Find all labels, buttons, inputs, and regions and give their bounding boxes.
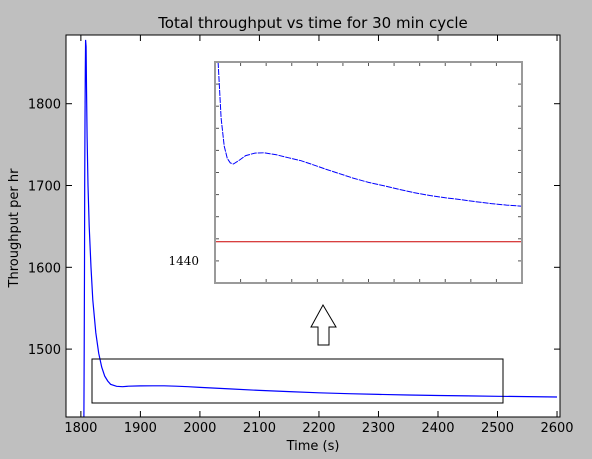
y-tick-label: 1800: [28, 98, 61, 113]
inset-plot-area: [215, 62, 522, 283]
x-tick-label: 2500: [481, 421, 514, 436]
tick-group: 1800 1900 2000 2100 2200 2300 2400 2500 2600 1500…: [28, 35, 574, 436]
x-tick-label: 1900: [124, 421, 157, 436]
x-tick-label: 2400: [421, 421, 454, 436]
x-tick-label: 1800: [64, 421, 97, 436]
reference-label: 1440: [168, 254, 199, 268]
x-tick-label: 2600: [540, 421, 573, 436]
inset-series-line: [217, 61, 523, 207]
series-line: [83, 39, 558, 418]
y-tick-label: 1700: [28, 180, 61, 195]
up-arrow-icon: [310, 303, 337, 346]
x-tick-label: 2200: [302, 421, 335, 436]
y-tick-label: 1600: [28, 261, 61, 276]
chart-title: Total throughput vs time for 30 min cycl…: [157, 14, 468, 32]
x-tick-label: 2100: [243, 421, 276, 436]
zoom-region-box: [91, 358, 504, 404]
x-tick-label: 2300: [362, 421, 395, 436]
y-tick-label: 1500: [28, 343, 61, 358]
x-tick-label: 2000: [183, 421, 216, 436]
inset-frame: [214, 61, 523, 284]
plot-frame: [65, 34, 561, 418]
x-axis-label: Time (s): [286, 439, 340, 454]
y-axis-label: Throughput per hr: [7, 168, 22, 289]
